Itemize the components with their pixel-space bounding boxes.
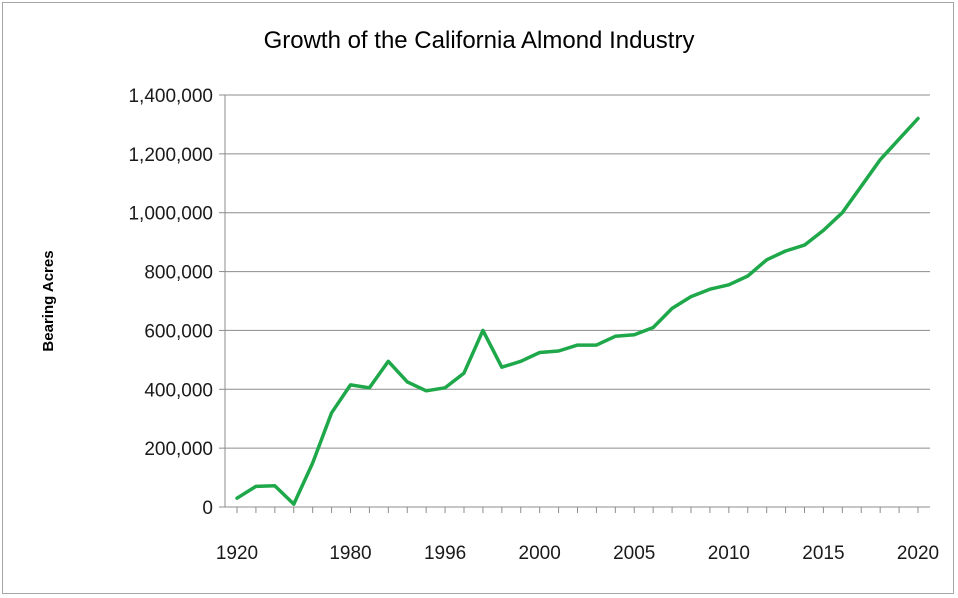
y-tick-label: 1,000,000: [128, 204, 213, 225]
y-axis-ticks: 0 200,000 400,000 600,000 800,000 1,000,000 1,…: [128, 86, 225, 519]
gridlines: [225, 94, 930, 449]
y-tick-label: 400,000: [144, 380, 213, 401]
y-axis-label: Bearing Acres: [40, 250, 57, 351]
series-line-bearing-acres: [235, 116, 920, 506]
x-tick-label: 2005: [613, 543, 655, 564]
x-tick-label: 2015: [802, 543, 844, 564]
y-tick-label: 1,200,000: [128, 145, 213, 166]
x-tick-label: 2020: [897, 543, 939, 564]
y-tick-label: 800,000: [144, 263, 213, 284]
y-tick-label: 200,000: [144, 439, 213, 460]
chart-title: Growth of the California Almond Industry: [263, 27, 695, 54]
x-tick-label: 2010: [708, 543, 750, 564]
x-tick-label: 2000: [519, 543, 561, 564]
y-tick-label: 600,000: [144, 321, 213, 342]
y-tick-label: 1,400,000: [128, 86, 213, 107]
x-axis-ticks: 1920 1980 1996 2000 2005 2010 2015 2020: [216, 507, 939, 564]
y-tick-label: 0: [202, 498, 213, 519]
x-tick-label: 1980: [329, 543, 371, 564]
x-tick-label: 1920: [216, 543, 258, 564]
x-tick-label: 1996: [424, 543, 466, 564]
